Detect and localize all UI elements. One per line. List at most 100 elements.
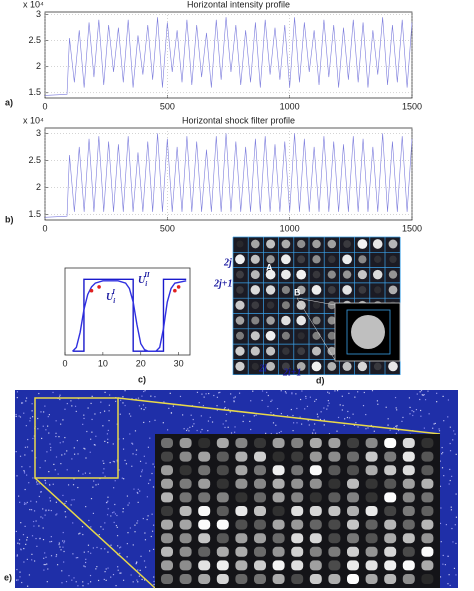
speck	[30, 500, 32, 502]
speck	[223, 408, 226, 410]
speck	[94, 413, 96, 415]
speck	[439, 485, 442, 487]
speck	[55, 555, 57, 558]
speck	[91, 418, 93, 421]
speck	[122, 438, 125, 440]
speck	[314, 400, 316, 402]
spot	[388, 270, 398, 279]
speck	[201, 393, 203, 395]
speck	[26, 501, 28, 504]
speck	[290, 408, 292, 411]
speck	[395, 427, 398, 429]
speck	[186, 429, 188, 432]
spot	[235, 519, 248, 530]
speck	[19, 571, 21, 573]
speck	[447, 583, 449, 585]
spot	[198, 574, 211, 584]
speck	[443, 420, 445, 422]
speck	[67, 484, 70, 486]
spot	[347, 506, 359, 516]
spot	[179, 560, 192, 571]
speck	[132, 443, 134, 445]
speck	[15, 579, 18, 581]
speck	[421, 394, 423, 396]
speck	[305, 397, 307, 399]
speck	[385, 406, 387, 408]
speck	[62, 419, 64, 421]
speck	[31, 410, 33, 412]
spot	[347, 438, 359, 448]
speck	[45, 510, 47, 512]
spot	[216, 519, 229, 530]
speck	[29, 420, 31, 422]
speck	[205, 393, 207, 395]
speck	[83, 417, 85, 420]
spot	[421, 465, 434, 476]
speck	[92, 512, 95, 514]
spot	[272, 519, 285, 530]
speck	[54, 469, 56, 471]
spot	[198, 546, 211, 557]
speck	[344, 418, 346, 420]
speck	[29, 466, 31, 468]
speck	[52, 391, 54, 394]
x-tick-label: 0	[42, 223, 47, 233]
spot	[342, 270, 352, 279]
speck	[193, 423, 195, 425]
speck	[218, 392, 220, 394]
speck	[102, 425, 104, 427]
speck	[89, 581, 92, 583]
x-tick-label: 500	[160, 101, 175, 111]
speck	[154, 396, 156, 398]
speck	[18, 539, 21, 541]
speck	[147, 446, 150, 448]
speck	[26, 558, 28, 561]
speck	[42, 517, 44, 519]
spot	[281, 239, 291, 249]
speck	[47, 425, 49, 427]
speck	[73, 499, 75, 501]
speck	[82, 533, 84, 536]
speck	[19, 416, 22, 418]
spot	[384, 519, 397, 530]
spot	[235, 478, 248, 489]
spot	[365, 492, 378, 503]
speck	[207, 430, 209, 432]
spot	[384, 492, 397, 503]
speck	[132, 453, 134, 455]
speck	[323, 419, 325, 421]
speck	[420, 390, 423, 392]
spot	[250, 254, 260, 264]
speck	[82, 581, 84, 583]
spot	[235, 361, 245, 372]
spot	[198, 492, 211, 503]
spot	[365, 465, 378, 476]
image-label: A	[266, 262, 273, 272]
speck	[87, 407, 89, 409]
speck	[19, 576, 21, 578]
x-tick-label: 1500	[402, 101, 422, 111]
speck	[81, 526, 84, 528]
speck	[44, 552, 46, 554]
speck	[272, 422, 275, 424]
spot	[265, 330, 276, 341]
speck	[24, 446, 26, 448]
speck	[296, 407, 298, 410]
spot	[216, 465, 229, 476]
speck	[119, 552, 121, 554]
speck	[40, 516, 42, 518]
speck	[450, 509, 453, 511]
speck	[150, 535, 152, 538]
speck	[82, 473, 84, 475]
speck	[455, 542, 457, 545]
spot	[342, 285, 352, 295]
speck	[62, 531, 64, 534]
spot	[312, 301, 321, 309]
speck	[419, 398, 421, 401]
speck	[129, 527, 132, 529]
speck	[319, 418, 322, 421]
speck	[19, 501, 21, 503]
speck	[72, 484, 75, 486]
spot	[291, 438, 304, 448]
speck	[95, 484, 97, 486]
